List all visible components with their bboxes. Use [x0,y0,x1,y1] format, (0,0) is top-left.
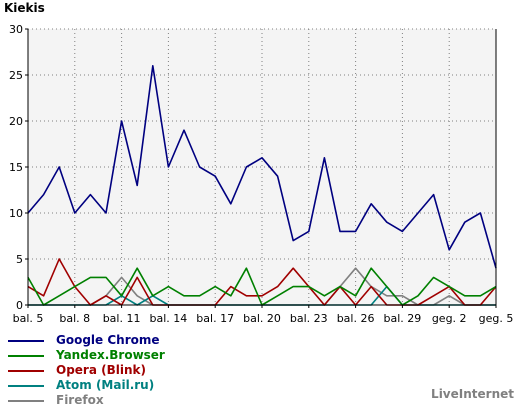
plot-area [28,29,496,305]
legend-swatch [8,354,44,357]
legend-swatch [8,399,44,402]
x-tick-label: geg. 5 [479,312,514,325]
legend-label: Google Chrome [56,333,160,347]
y-tick-label: 25 [9,69,23,82]
x-tick-label: bal. 29 [384,312,422,325]
legend-item-atom-mail-ru: Atom (Mail.ru) [8,378,165,393]
y-tick-label: 20 [9,115,23,128]
series-line-google-chrome [27,65,497,269]
y-tick-label: 30 [9,23,23,36]
legend-item-yandex-browser: Yandex.Browser [8,348,165,363]
plot-background [28,29,496,305]
x-tick-label: bal. 20 [243,312,281,325]
legend-label: Firefox [56,393,104,407]
x-tick-label: bal. 8 [59,312,90,325]
legend-label: Yandex.Browser [56,348,165,362]
legend-swatch [8,384,44,387]
chart-title: Kiekis [4,1,45,15]
x-tick-label: bal. 23 [290,312,328,325]
legend: Google Chrome Yandex.Browser Opera (Blink)… [8,333,165,408]
legend-item-firefox: Firefox [8,393,165,408]
y-tick-label: 0 [16,299,23,312]
x-axis-ticks: bal. 5 bal. 8 bal. 11 bal. 14 bal. 17 bal. 20… [13,305,514,325]
x-tick-label: bal. 14 [150,312,188,325]
y-axis-ticks: 0 5 10 15 20 25 30 [9,23,28,312]
legend-swatch [8,369,44,372]
x-tick-label: bal. 5 [13,312,44,325]
x-tick-label: bal. 11 [103,312,141,325]
legend-label: Opera (Blink) [56,363,146,377]
credit-label: LiveInternet [431,387,514,401]
y-tick-label: 5 [16,253,23,266]
legend-item-google-chrome: Google Chrome [8,333,165,348]
x-tick-label: geg. 2 [432,312,467,325]
legend-item-opera-blink: Opera (Blink) [8,363,165,378]
y-tick-label: 15 [9,161,23,174]
x-tick-label: bal. 26 [337,312,375,325]
x-tick-label: bal. 17 [196,312,234,325]
y-tick-label: 10 [9,207,23,220]
legend-label: Atom (Mail.ru) [56,378,155,392]
legend-swatch [8,339,44,342]
